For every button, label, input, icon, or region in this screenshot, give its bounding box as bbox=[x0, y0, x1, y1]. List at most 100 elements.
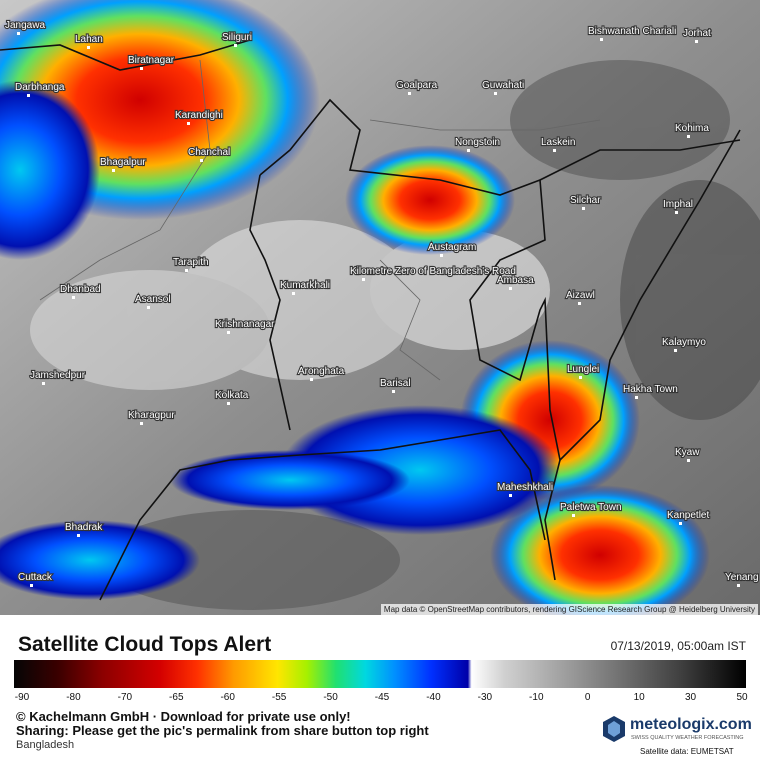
city-dot bbox=[572, 514, 575, 517]
city-dot bbox=[310, 378, 313, 381]
city-dot bbox=[509, 494, 512, 497]
city-label: Guwahati bbox=[482, 80, 524, 91]
city-label: Asansol bbox=[135, 294, 171, 305]
city-dot bbox=[227, 331, 230, 334]
city-label: Jangawa bbox=[5, 20, 45, 31]
city-label: Lunglei bbox=[567, 364, 599, 375]
city-dot bbox=[687, 459, 690, 462]
city-dot bbox=[227, 402, 230, 405]
city-dot bbox=[440, 254, 443, 257]
copyright: © Kachelmann GmbH · Download for private… bbox=[16, 709, 351, 724]
city-dot bbox=[687, 135, 690, 138]
date: 07/13/2019, 05:00am IST bbox=[610, 639, 746, 653]
city-label: Kalaymyo bbox=[662, 337, 706, 348]
city-dot bbox=[582, 207, 585, 210]
city-label: Dhanbad bbox=[60, 284, 101, 295]
scale-tick-label: -80 bbox=[66, 692, 81, 703]
city-dot bbox=[72, 296, 75, 299]
city-label: Kohima bbox=[675, 123, 709, 134]
city-label: Paletwa Town bbox=[560, 502, 622, 513]
city-label: Yenang bbox=[725, 572, 759, 583]
scale-ticks: -90 -80 -70 -65 -60 -55 -50 -45 -40 -30 -10 0 10 30 50 bbox=[0, 692, 760, 706]
city-label: Krishnanagar bbox=[215, 319, 275, 330]
city-label: Aronghata bbox=[298, 366, 345, 377]
city-labels: Jangawa Lahan Siliguri Biratnagar Darbhanga G… bbox=[4, 19, 760, 587]
scale-tick-label: -60 bbox=[220, 692, 235, 703]
city-dot bbox=[87, 46, 90, 49]
map: Jangawa Lahan Siliguri Biratnagar Darbhanga G… bbox=[0, 0, 760, 615]
scale-tick-label: -40 bbox=[426, 692, 441, 703]
city-dot bbox=[553, 149, 556, 152]
city-label: Siliguri bbox=[222, 32, 252, 43]
city-label: Goalpara bbox=[396, 80, 438, 91]
city-dot bbox=[17, 32, 20, 35]
city-label: Kilometre Zero of Bangladesh's Road bbox=[350, 266, 516, 277]
city-label: Ambasa bbox=[497, 275, 534, 286]
logo: meteologix.com bbox=[630, 716, 752, 733]
city-dot bbox=[42, 382, 45, 385]
city-dot bbox=[200, 159, 203, 162]
map-attribution: Map data © OpenStreetMap contributors, r… bbox=[380, 604, 758, 615]
city-label: Bhagalpur bbox=[100, 157, 146, 168]
region: Bangladesh bbox=[16, 739, 75, 751]
city-label: Maheshkhali bbox=[497, 482, 553, 493]
city-label: Hakha Town bbox=[623, 384, 678, 395]
city-label: Kolkata bbox=[215, 390, 249, 401]
city-dot bbox=[292, 292, 295, 295]
city-label: Kharagpur bbox=[128, 410, 175, 421]
city-label: Imphal bbox=[663, 199, 693, 210]
logo-tagline: SWISS QUALITY WEATHER FORECASTING bbox=[631, 735, 744, 741]
scale-tick-label: -10 bbox=[529, 692, 544, 703]
city-dot bbox=[30, 584, 33, 587]
city-dot bbox=[112, 169, 115, 172]
footer: Satellite Cloud Tops Alert 07/13/2019, 0… bbox=[0, 625, 760, 760]
city-dot bbox=[509, 287, 512, 290]
logo-icon bbox=[603, 716, 625, 742]
city-dot bbox=[140, 422, 143, 425]
city-label: Kumarkhali bbox=[280, 280, 330, 291]
city-label: Jamshedpur bbox=[30, 370, 86, 381]
city-label: Cuttack bbox=[18, 572, 53, 583]
sharing-note: Sharing: Please get the pic's permalink … bbox=[16, 723, 429, 738]
scale-tick-label: -90 bbox=[14, 692, 30, 703]
scale-tick-label: 10 bbox=[633, 692, 645, 703]
satellite-credit: Satellite data: EUMETSAT bbox=[640, 747, 734, 756]
city-dot bbox=[77, 534, 80, 537]
city-label: Biratnagar bbox=[128, 55, 175, 66]
city-label: Jorhat bbox=[683, 28, 711, 39]
city-label: Kyaw bbox=[675, 447, 700, 458]
city-label: Aizawl bbox=[566, 290, 595, 301]
city-dot bbox=[140, 67, 143, 70]
city-dot bbox=[234, 44, 237, 47]
city-label: Barisal bbox=[380, 378, 411, 389]
city-label: Bishwanath Chariali bbox=[588, 26, 676, 37]
city-dot bbox=[737, 584, 740, 587]
city-dot bbox=[187, 122, 190, 125]
scale-tick-label: -30 bbox=[477, 692, 493, 703]
sub-borders bbox=[39, 59, 601, 381]
city-label: Karandighi bbox=[175, 110, 223, 121]
city-dot bbox=[185, 269, 188, 272]
city-label: Lahan bbox=[75, 34, 103, 45]
city-label: Silchar bbox=[570, 195, 601, 206]
city-dot bbox=[467, 149, 470, 152]
city-label: Tarapith bbox=[173, 257, 209, 268]
scale-tick-label: 30 bbox=[685, 692, 697, 703]
color-scale bbox=[14, 660, 746, 688]
storm-cells bbox=[0, 0, 710, 615]
city-label: Laskein bbox=[541, 137, 575, 148]
city-dot bbox=[600, 38, 603, 41]
city-dot bbox=[408, 92, 411, 95]
city-dot bbox=[578, 302, 581, 305]
title: Satellite Cloud Tops Alert bbox=[18, 633, 272, 656]
city-dot bbox=[695, 40, 698, 43]
scale-tick-label: -50 bbox=[323, 692, 338, 703]
city-dot bbox=[27, 94, 30, 97]
city-label: Austagram bbox=[428, 242, 476, 253]
city-label: Kanpetlet bbox=[667, 510, 709, 521]
city-label: Nongstoin bbox=[455, 137, 500, 148]
city-dot bbox=[675, 211, 678, 214]
city-dot bbox=[362, 278, 365, 281]
city-dot bbox=[579, 376, 582, 379]
